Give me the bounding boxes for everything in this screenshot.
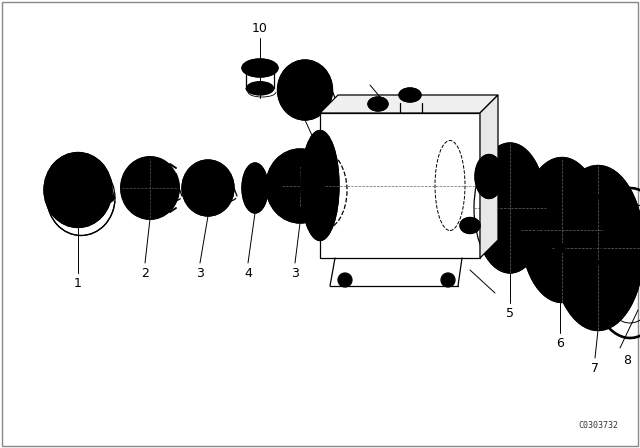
Text: 8: 8 bbox=[623, 353, 631, 366]
Ellipse shape bbox=[44, 152, 112, 228]
Text: 2: 2 bbox=[141, 267, 149, 280]
Circle shape bbox=[338, 273, 352, 287]
Ellipse shape bbox=[301, 130, 339, 241]
Ellipse shape bbox=[460, 217, 480, 233]
Circle shape bbox=[193, 172, 202, 180]
Ellipse shape bbox=[246, 81, 274, 95]
Ellipse shape bbox=[475, 155, 503, 198]
Polygon shape bbox=[480, 95, 498, 258]
Text: 7: 7 bbox=[591, 362, 599, 375]
Text: 5: 5 bbox=[506, 306, 514, 319]
Ellipse shape bbox=[47, 188, 115, 208]
Circle shape bbox=[441, 273, 455, 287]
Circle shape bbox=[214, 172, 223, 180]
Circle shape bbox=[590, 240, 606, 256]
Text: 1: 1 bbox=[74, 276, 82, 289]
Circle shape bbox=[311, 164, 321, 173]
Circle shape bbox=[219, 184, 227, 192]
Ellipse shape bbox=[242, 59, 278, 77]
Ellipse shape bbox=[278, 60, 333, 120]
Ellipse shape bbox=[521, 158, 603, 302]
Circle shape bbox=[279, 198, 289, 209]
Ellipse shape bbox=[399, 88, 421, 102]
Ellipse shape bbox=[121, 157, 179, 219]
Circle shape bbox=[445, 277, 451, 283]
Circle shape bbox=[618, 295, 627, 305]
Circle shape bbox=[342, 277, 348, 283]
Circle shape bbox=[318, 181, 328, 191]
Circle shape bbox=[214, 196, 223, 204]
Ellipse shape bbox=[368, 97, 388, 111]
Circle shape bbox=[295, 206, 305, 216]
Ellipse shape bbox=[552, 165, 640, 331]
Ellipse shape bbox=[242, 163, 268, 213]
Ellipse shape bbox=[266, 149, 334, 223]
Text: 3: 3 bbox=[196, 267, 204, 280]
Circle shape bbox=[193, 196, 202, 204]
Circle shape bbox=[555, 243, 565, 253]
Ellipse shape bbox=[474, 143, 546, 273]
Text: 3: 3 bbox=[291, 267, 299, 280]
Circle shape bbox=[204, 167, 212, 175]
Circle shape bbox=[311, 198, 321, 209]
Text: 9: 9 bbox=[326, 184, 334, 197]
Circle shape bbox=[204, 201, 212, 209]
Polygon shape bbox=[320, 95, 498, 113]
Circle shape bbox=[618, 191, 627, 201]
Bar bbox=[320, 113, 480, 258]
Circle shape bbox=[295, 156, 305, 166]
Circle shape bbox=[279, 164, 289, 173]
Ellipse shape bbox=[182, 160, 234, 216]
Text: 6: 6 bbox=[556, 336, 564, 349]
Circle shape bbox=[272, 181, 282, 191]
Circle shape bbox=[189, 184, 197, 192]
Text: C0303732: C0303732 bbox=[578, 421, 618, 430]
Text: 4: 4 bbox=[244, 267, 252, 280]
Text: 10: 10 bbox=[252, 22, 268, 34]
